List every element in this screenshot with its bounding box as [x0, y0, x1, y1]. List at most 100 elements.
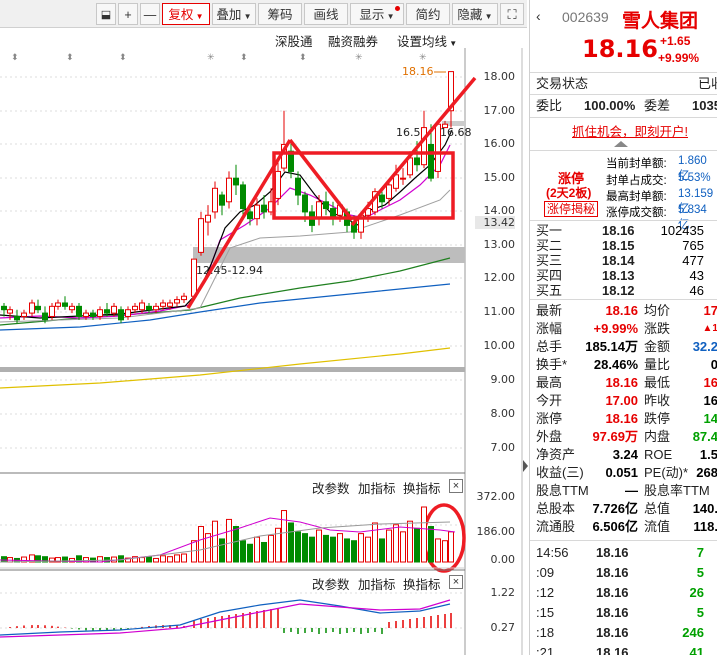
volume-bar — [153, 557, 159, 563]
stats-row: 流通股 6.506亿 流值 118. — [530, 518, 717, 536]
divider — [530, 220, 717, 221]
bid-label: 买四 — [536, 268, 563, 283]
vol-close-icon[interactable]: × — [449, 479, 463, 493]
candle-body — [153, 305, 159, 311]
divider — [530, 540, 717, 541]
display-dropdown[interactable]: 显示 ▼ — [350, 3, 404, 25]
quote-panel: ‹ 002639 雪人集团 18.16 +1.65 +9.99% 交易状态 已收… — [529, 0, 717, 655]
volume-bar — [448, 531, 454, 563]
zoom-out-button[interactable]: — — [140, 3, 160, 25]
simple-mode-button[interactable]: 简约 — [406, 3, 450, 25]
stat-label: 最新 — [536, 303, 563, 318]
volume-bar — [97, 556, 103, 563]
collapse-up-icon[interactable] — [614, 141, 628, 147]
candle-body — [288, 150, 294, 172]
candle-body — [233, 177, 239, 186]
macd-add-indicator-button[interactable]: 加指标 — [358, 578, 396, 592]
zoom-in-button[interactable]: + — [118, 3, 138, 25]
bid-label: 买二 — [536, 238, 563, 253]
fullscreen-icon[interactable]: ⛶ — [500, 3, 524, 25]
candle-body — [97, 309, 103, 317]
price-change-pct: +9.99% — [658, 51, 700, 65]
candle-body — [42, 312, 48, 321]
candle-body — [90, 312, 96, 317]
chips-button[interactable]: 筹码 — [258, 3, 302, 25]
limit-up-item-value: 13.159亿 — [678, 188, 714, 215]
stat-label: 量比 — [644, 357, 671, 372]
divider — [530, 299, 717, 300]
limit-up-item-value: 5.834亿 — [678, 204, 707, 231]
ma-settings-label: 设置均线 — [397, 35, 448, 49]
margin-trading-link[interactable]: 融资融券 — [328, 35, 379, 49]
stat-label: 换手* — [536, 357, 568, 372]
tick-volume: 246 — [682, 625, 704, 640]
prev-stock-icon[interactable]: ‹ — [536, 8, 541, 24]
volume-bar — [69, 557, 75, 563]
candle-body — [247, 211, 253, 220]
price-tick: 15.00 — [483, 171, 516, 184]
macd-switch-indicator-button[interactable]: 换指标 — [403, 578, 441, 592]
stat-value: 268 — [696, 465, 717, 480]
bid-price: 18.12 — [602, 283, 635, 298]
stat-label: 今开 — [536, 393, 563, 408]
bid-row: 买五 18.12 46 — [530, 283, 717, 298]
vol-switch-indicator-button[interactable]: 换指标 — [403, 482, 441, 496]
candle-body — [14, 315, 20, 321]
candle-body — [386, 184, 392, 199]
volume-bar — [302, 533, 308, 563]
vol-edit-params-button[interactable]: 改参数 — [312, 482, 350, 496]
hide-label: 隐藏 — [457, 8, 483, 22]
divider — [530, 117, 717, 118]
toolbar-lead-button[interactable]: ⬓ — [96, 3, 116, 25]
stat-value: +9.99% — [593, 321, 638, 336]
shenzhen-connect-link[interactable]: 深股通 — [275, 35, 313, 49]
stats-row: 涨停 18.16 跌停 14 — [530, 410, 717, 428]
ma-settings-dropdown[interactable]: 设置均线 ▼ — [397, 31, 457, 50]
volume-bar — [351, 540, 357, 563]
event-marker: ✳ — [355, 53, 363, 63]
stat-value: 16 — [703, 375, 717, 390]
candle-body — [62, 302, 68, 307]
candle-body — [205, 214, 211, 223]
volume-bar — [29, 554, 35, 563]
divider — [530, 94, 717, 95]
overlay-dropdown[interactable]: 叠加 ▼ — [212, 3, 256, 25]
stat-label: 涨跌 — [644, 321, 671, 336]
candle-body — [132, 305, 138, 311]
limit-up-reveal-button[interactable]: 涨停揭秘 — [544, 201, 599, 217]
volume-bar — [268, 534, 274, 563]
volume-bar — [330, 536, 336, 563]
vol-add-indicator-button[interactable]: 加指标 — [358, 482, 396, 496]
event-marker: ⬍ — [66, 53, 74, 63]
hide-dropdown[interactable]: 隐藏 ▼ — [452, 3, 498, 25]
fuquan-dropdown[interactable]: 复权 ▼ — [162, 3, 210, 25]
tick-time: :15 — [536, 605, 555, 620]
candle-body — [160, 302, 166, 307]
volume-bar — [275, 527, 281, 563]
volume-bar — [386, 529, 392, 563]
stat-value: 118. — [693, 519, 717, 534]
candle-body — [76, 305, 82, 317]
candle-body — [69, 305, 75, 311]
volume-bar — [55, 557, 61, 563]
price-tick: 8.00 — [490, 407, 516, 420]
macd-close-icon[interactable]: × — [449, 575, 463, 589]
tick-time: :09 — [536, 565, 555, 580]
kline-chart[interactable]: ⬍ ⬍ ⬍ ✳ ⬍ ⬍ ✳ ✳ 18.16 16.5 16.68 12.45-1… — [0, 48, 527, 655]
chevron-down-icon: ▼ — [447, 39, 458, 48]
weibi-label: 委比 — [536, 98, 563, 113]
stat-value: 17.00 — [605, 393, 638, 408]
promo-link[interactable]: 抓住机会，即刻开户! — [572, 125, 688, 139]
stat-label: 涨停 — [536, 411, 563, 426]
bid-volume: 46 — [689, 283, 704, 298]
macd-dea-line — [0, 599, 451, 638]
stat-value: 32.2 — [692, 339, 717, 354]
collapse-handle[interactable] — [523, 455, 529, 479]
tick-volume: 7 — [696, 545, 704, 560]
candle-body — [198, 218, 204, 253]
candle-body — [226, 177, 232, 203]
candle-body — [181, 295, 187, 301]
draw-line-button[interactable]: 画线 — [304, 3, 348, 25]
volume-tick: 372.00 — [476, 490, 516, 503]
macd-edit-params-button[interactable]: 改参数 — [312, 578, 350, 592]
